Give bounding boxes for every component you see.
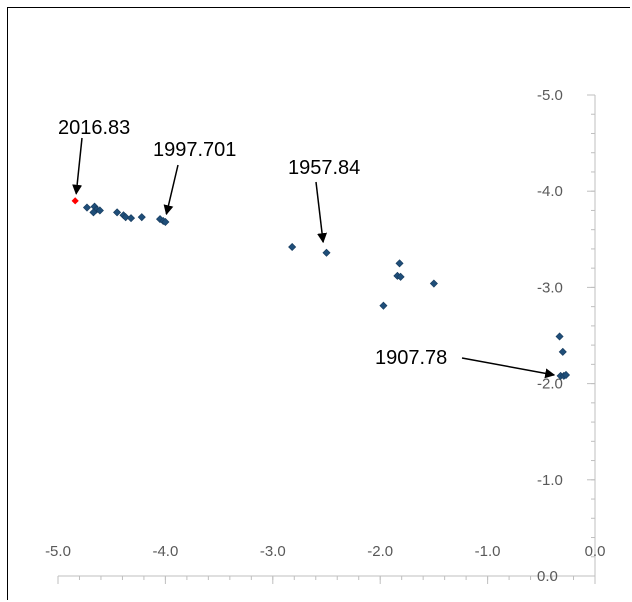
- data-point: [89, 208, 98, 217]
- x-tick-label: -2.0: [367, 543, 393, 560]
- data-point: [322, 248, 331, 257]
- y-tick-label: -4.0: [537, 183, 563, 200]
- data-point: [82, 203, 92, 212]
- annotation-arrow: [72, 137, 83, 195]
- annotation-arrow: [163, 164, 179, 216]
- annotation-label: 2016.83: [58, 117, 130, 139]
- data-point: [429, 279, 438, 288]
- annotation-arrow: [461, 357, 556, 379]
- y-tick-label: -1.0: [537, 472, 563, 489]
- data-point: [113, 208, 122, 217]
- y-tick-label: -3.0: [537, 279, 563, 296]
- data-point: [95, 206, 104, 215]
- data-point: [558, 347, 567, 356]
- annotation-label: 1907.78: [375, 347, 447, 369]
- y-tick-label: -2.0: [537, 376, 563, 393]
- data-point: [555, 332, 564, 341]
- annotation-label: 1957.84: [288, 157, 360, 179]
- data-point: [396, 272, 405, 281]
- x-tick-label: -3.0: [260, 543, 286, 560]
- highlight-point: [71, 197, 79, 205]
- x-tick-label: -1.0: [475, 543, 501, 560]
- x-tick-label: -4.0: [152, 543, 178, 560]
- x-tick-label: -5.0: [45, 543, 71, 560]
- data-point: [379, 301, 388, 310]
- data-point: [161, 217, 170, 227]
- y-tick-label: 0.0: [537, 568, 558, 585]
- annotation-arrow: [315, 181, 328, 244]
- x-tick-label: 0.0: [585, 543, 606, 560]
- data-point: [288, 242, 297, 252]
- data-point: [137, 213, 146, 222]
- annotation-label: 1997.701: [153, 139, 236, 161]
- data-point: [121, 213, 130, 222]
- data-point: [127, 214, 136, 223]
- data-point: [561, 370, 571, 379]
- chart-frame: [7, 7, 630, 600]
- y-tick-label: -5.0: [537, 87, 563, 104]
- data-point: [395, 259, 404, 268]
